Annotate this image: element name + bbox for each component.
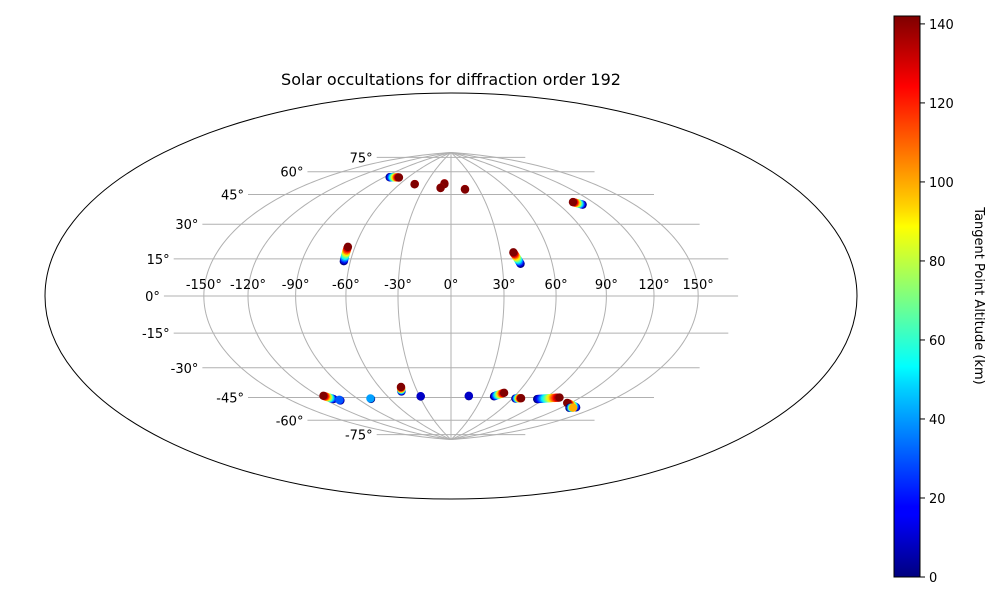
lat-tick-label: -60°: [276, 414, 304, 429]
data-point: [394, 173, 404, 182]
lon-tick-label: -150°: [186, 278, 222, 293]
lon-tick-label: -30°: [384, 278, 412, 293]
lat-tick-label: 0°: [145, 290, 160, 305]
lon-tick-label: 150°: [682, 278, 713, 293]
lat-tick-label: 30°: [175, 218, 198, 233]
lat-tick-label: -75°: [345, 429, 373, 444]
lon-tick-label: 90°: [595, 278, 618, 293]
graticule: [163, 151, 739, 441]
data-point: [366, 394, 375, 403]
data-point: [499, 388, 509, 398]
data-point: [516, 394, 526, 403]
data-point: [410, 180, 419, 189]
data-point: [568, 403, 578, 412]
chart-title: Solar occultations for diffraction order…: [281, 70, 621, 89]
data-point: [555, 393, 564, 402]
colorbar-tick-label: 100: [929, 176, 954, 191]
colorbar: 0 20 40 60 80 100 120 140 Tangent Point Altitud…: [893, 15, 986, 586]
colorbar-tick-label: 80: [929, 255, 946, 270]
lon-tick-label: 0°: [444, 278, 459, 293]
lat-tick-label: 45°: [221, 189, 244, 204]
colorbar-tick-label: 0: [929, 571, 937, 586]
lon-tick-label: 120°: [638, 278, 669, 293]
colorbar-tick-label: 140: [929, 18, 954, 33]
colorbar-tick-label: 120: [929, 97, 954, 112]
data-point: [319, 391, 328, 401]
data-point: [396, 382, 406, 392]
latitude-tick-labels: 75° 60° 45° 30° 15° 0° -15° -30° -45° -60° -75°: [142, 151, 373, 443]
colorbar-ticks: 0 20 40 60 80 100 120 140: [920, 18, 954, 586]
lat-tick-label: -45°: [216, 392, 244, 407]
data-point: [509, 248, 518, 257]
lon-tick-label: 30°: [492, 278, 515, 293]
lat-tick-label: -15°: [142, 327, 170, 342]
lat-tick-label: 60°: [280, 166, 303, 181]
colorbar-tick-label: 20: [929, 492, 946, 507]
colorbar-tick-label: 40: [929, 413, 946, 428]
lat-tick-label: -30°: [171, 362, 199, 377]
data-point: [343, 242, 353, 251]
colorbar-label: Tangent Point Altitude (km): [971, 206, 986, 384]
longitude-tick-labels: -150° -120° -90° -60° -30° 0° 30° 60° 90° 120° 150…: [186, 278, 714, 293]
lat-tick-label: 15°: [147, 253, 170, 268]
map-boundary: [44, 92, 858, 500]
lon-tick-label: -60°: [332, 278, 360, 293]
lon-tick-label: -90°: [282, 278, 310, 293]
lon-tick-label: 60°: [545, 278, 568, 293]
data-points: [319, 173, 587, 413]
lon-tick-label: -120°: [230, 278, 266, 293]
data-point: [460, 185, 470, 194]
colorbar-tick-label: 60: [929, 334, 946, 349]
data-point: [568, 197, 578, 207]
colorbar-gradient: [893, 15, 921, 578]
data-point: [335, 395, 344, 405]
data-point: [436, 183, 445, 193]
data-point: [464, 391, 474, 401]
lat-tick-label: 75°: [350, 151, 373, 166]
data-point: [416, 392, 425, 401]
